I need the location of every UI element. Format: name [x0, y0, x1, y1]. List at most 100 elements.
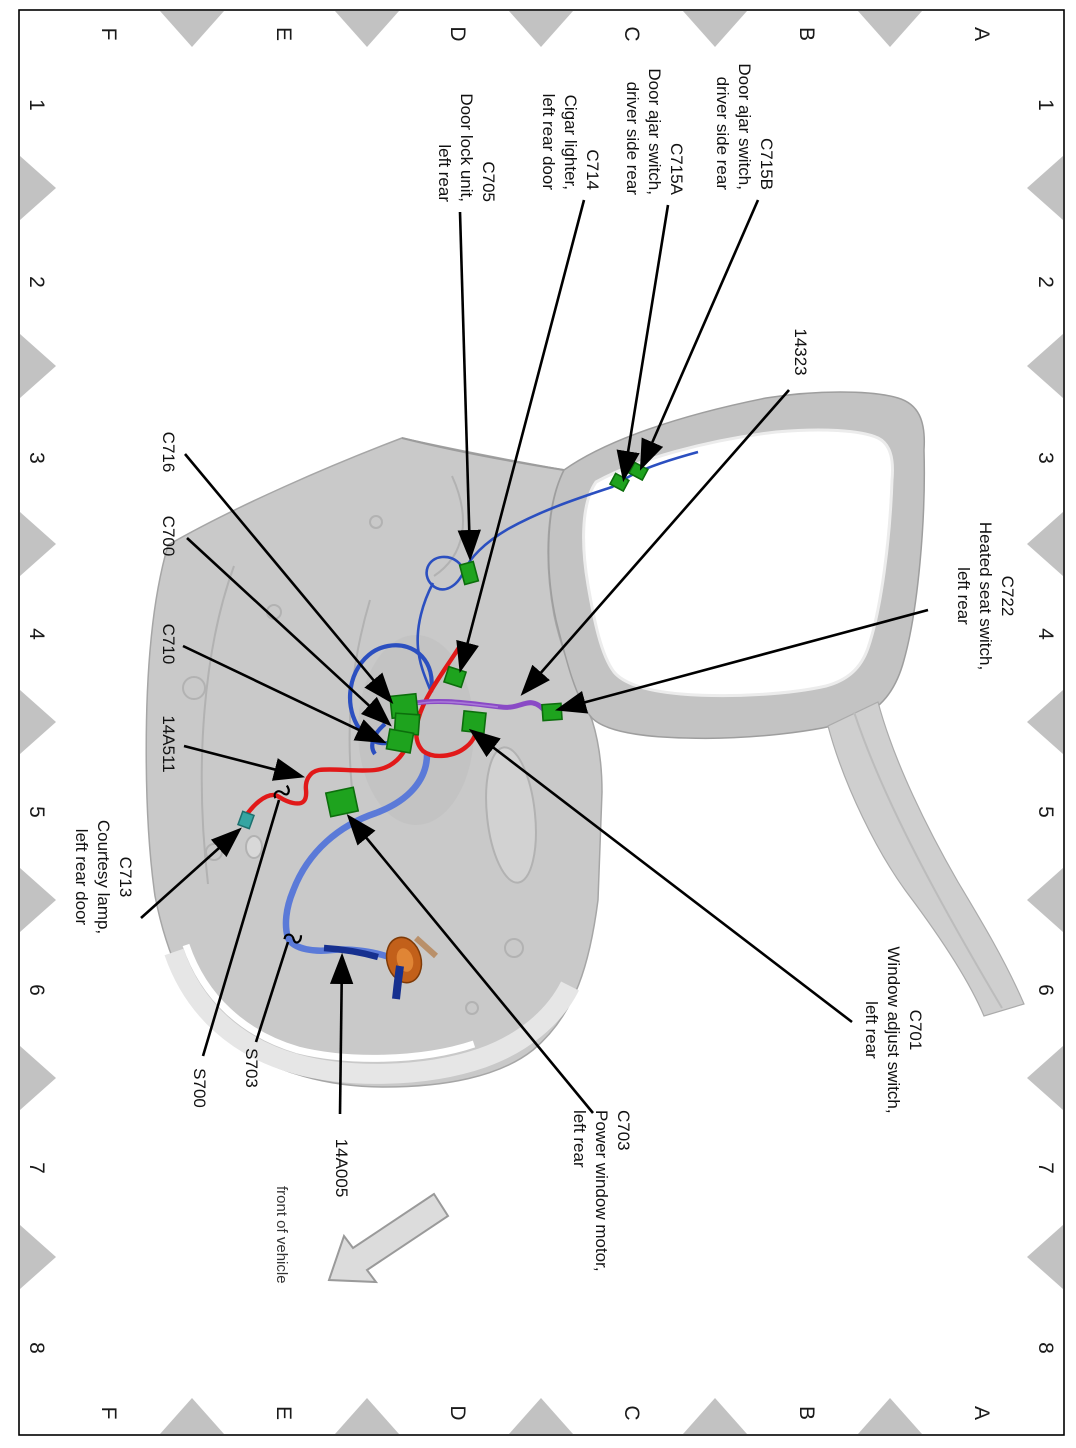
front-of-vehicle-arrow-icon: [327, 1192, 450, 1284]
callout-c701: C701 Window adjust switch, left rear: [862, 946, 925, 1114]
connector-c710: [385, 728, 415, 754]
grommet: [385, 935, 439, 1000]
grid-row-right-a: A: [970, 1405, 993, 1421]
grid-marker-triangle: [335, 11, 399, 47]
leader-c701: [468, 728, 853, 1024]
grid-row-left-f: F: [97, 27, 120, 41]
connector-c722: [541, 702, 563, 722]
grid-row-left-d: D: [446, 26, 469, 42]
grid-marker-triangle: [20, 1225, 56, 1289]
grid-col-top-6: 6: [1034, 984, 1057, 996]
wire-purple-highlight: [415, 701, 499, 708]
callout-s700: S700: [190, 1068, 209, 1108]
grid-col-bottom-3: 3: [25, 452, 48, 464]
grid-marker-triangle: [509, 11, 573, 47]
grommet-tab: [413, 935, 439, 959]
callout-c710: C710: [159, 623, 178, 665]
window-frame-shape: [547, 391, 926, 740]
grid-row-left-e: E: [272, 26, 295, 42]
callout-c715b: C715B Door ajar switch, driver side rear: [713, 63, 776, 190]
grid-marker-triangle: [335, 1398, 399, 1434]
grid-marker-triangle: [160, 1398, 224, 1434]
door-pillar-line: [853, 711, 1003, 1009]
grid-marker-triangle: [1027, 1046, 1063, 1110]
grid-marker-triangle: [858, 11, 922, 47]
grid-row-left-c: C: [620, 26, 643, 42]
connectors: [324, 461, 649, 818]
callout-c713: C713 Courtesy lamp, left rear door: [72, 819, 135, 935]
callout-c715a: C715A Door ajar switch, driver side rear: [623, 68, 686, 195]
leader-c716: [184, 453, 394, 704]
grid-marker-triangle: [20, 868, 56, 932]
leader-c703: [346, 813, 595, 1114]
grid-marker-triangle: [1027, 156, 1063, 220]
grid-marker-triangle: [20, 690, 56, 754]
callout-c705: C705 Door lock unit, left rear: [435, 93, 498, 202]
grid-col-bottom-4: 4: [25, 628, 48, 640]
sheet-border: [18, 9, 1065, 1436]
grid-marker-triangle: [683, 11, 747, 47]
leader-c715a: [616, 204, 670, 483]
leader-14a005: [329, 952, 354, 1115]
callout-c700: C700: [159, 515, 178, 557]
grid-col-bottom-2: 2: [25, 276, 48, 288]
callout-c714: C714 Cigar lighter, left rear door: [539, 93, 602, 190]
leader-c705: [457, 211, 481, 562]
wire-navy-section: [323, 944, 379, 961]
leader-14323: [520, 389, 790, 696]
grid-marker-triangles: [20, 11, 1063, 1434]
grid-col-top-3: 3: [1034, 452, 1057, 464]
grid-marker-triangle: [683, 1398, 747, 1434]
leader-c722: [554, 608, 929, 714]
grid-marker-triangle: [858, 1398, 922, 1434]
grid-marker-triangle: [20, 512, 56, 576]
callout-leaders: [140, 199, 929, 1115]
grid-row-left-b: B: [795, 26, 818, 42]
grid-row-left-a: A: [970, 26, 993, 42]
splice-s703-symbol: [283, 933, 303, 944]
front-of-vehicle-label: front of vehicle: [273, 1186, 290, 1284]
leader-s700: [201, 799, 281, 1057]
grid-marker-triangle: [1027, 512, 1063, 576]
grid-col-top-2: 2: [1034, 276, 1057, 288]
door-panel: [145, 391, 1025, 1088]
window-frame-inner-highlight: [582, 428, 894, 698]
grid-marker-triangle: [20, 156, 56, 220]
callout-14a511: 14A511: [159, 715, 178, 773]
leader-c714: [456, 199, 586, 674]
leader-c715b: [639, 199, 760, 471]
grid-row-right-d: D: [446, 1405, 469, 1421]
grid-row-right-e: E: [272, 1405, 295, 1421]
door-edge-crease: [401, 437, 565, 471]
grid-marker-triangle: [509, 1398, 573, 1434]
door-pillar-shape: [827, 701, 1025, 1017]
grid-row-right-b: B: [795, 1405, 818, 1421]
door-skirt-band: [164, 948, 579, 1084]
grid-row-right-f: F: [97, 1406, 120, 1420]
grid-marker-triangle: [1027, 690, 1063, 754]
wiring-harness: [237, 450, 699, 1000]
callout-s703: S703: [242, 1048, 261, 1088]
leader-14a511: [183, 744, 306, 781]
grid-marker-triangle: [20, 334, 56, 398]
grid-marker-triangle: [160, 11, 224, 47]
grid-col-bottom-5: 5: [25, 806, 48, 818]
leader-s703: [254, 941, 290, 1043]
connector-c705: [458, 560, 480, 586]
grid-col-top-7: 7: [1034, 1162, 1057, 1174]
callout-14a005: 14A005: [332, 1138, 351, 1198]
splice-s700-symbol: [273, 784, 290, 799]
callout-c722: C722 Heated seat switch, left rear: [954, 521, 1017, 671]
leader-c710: [182, 644, 387, 744]
grid-marker-triangle: [1027, 868, 1063, 932]
connector-c715a: [608, 472, 630, 493]
grid-marker-triangle: [1027, 1225, 1063, 1289]
grid-marker-triangle: [1027, 334, 1063, 398]
grid-row-right-c: C: [620, 1405, 643, 1421]
grid-col-bottom-1: 1: [25, 99, 48, 111]
grid-col-top-1: 1: [1034, 99, 1057, 111]
leader-c713: [140, 827, 242, 919]
connector-c703: [324, 786, 360, 818]
